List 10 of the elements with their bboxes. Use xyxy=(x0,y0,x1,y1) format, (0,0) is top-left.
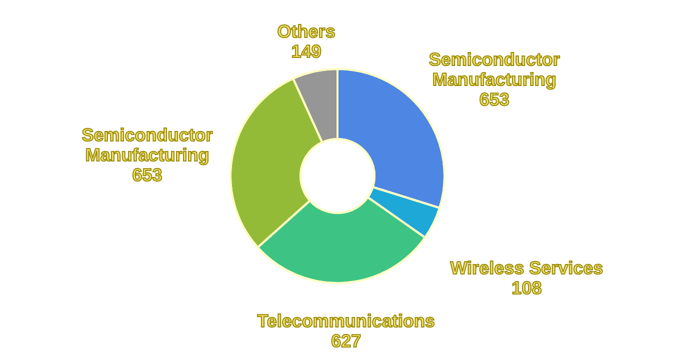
data-label: 627 xyxy=(331,331,362,352)
slice-label: Semiconductor Manufacturing xyxy=(428,50,560,90)
data-label: 653 xyxy=(479,90,510,110)
slice-label: Telecommunications xyxy=(257,311,435,332)
slice-label: Wireless Services xyxy=(450,258,604,278)
slice-label: Others xyxy=(277,21,336,42)
data-label: 653 xyxy=(132,165,162,186)
data-label: 108 xyxy=(512,278,542,298)
slice-label: Semiconductor Manufacturing xyxy=(82,125,213,166)
data-label: 149 xyxy=(291,41,322,62)
